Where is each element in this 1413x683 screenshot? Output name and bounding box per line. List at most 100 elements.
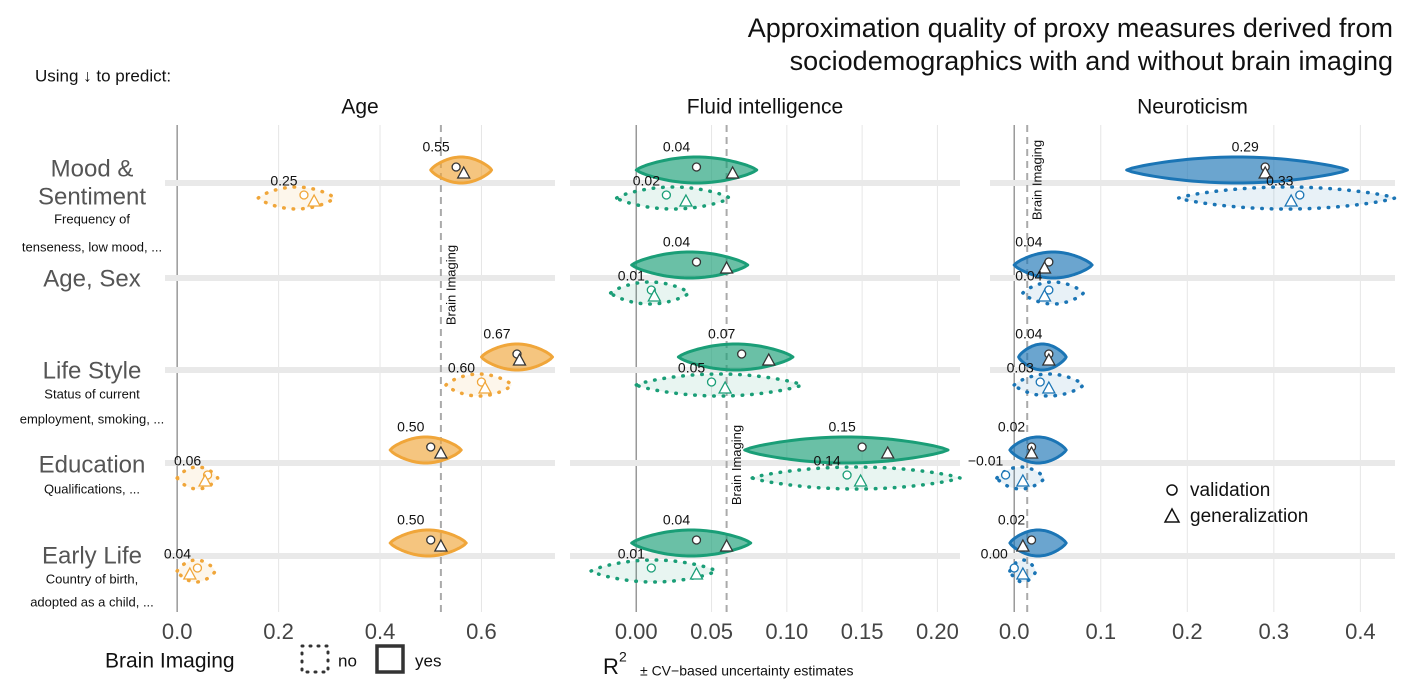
validation-point	[451, 162, 461, 172]
row-band	[165, 180, 555, 186]
x-tick-label: 0.05	[690, 619, 733, 644]
x-tick-label: 0.4	[365, 619, 396, 644]
x-tick-label: 0.0	[999, 619, 1030, 644]
row-label: Early Life	[42, 542, 142, 569]
data-label: 0.04	[1015, 326, 1042, 342]
data-label: 0.02	[633, 173, 660, 189]
x-tick-label: 0.15	[841, 619, 884, 644]
row-band	[990, 180, 1395, 186]
violin	[256, 185, 337, 211]
generalization-point	[880, 445, 895, 459]
generalization-point	[1041, 352, 1056, 366]
validation-point	[857, 442, 867, 452]
row-band	[990, 275, 1395, 281]
data-label: 0.01	[618, 546, 645, 562]
reference-label: Brain Imaging	[443, 245, 458, 325]
row-label: Mood &	[51, 155, 134, 182]
x-axis-label: ± CV−based uncertainty estimates	[640, 663, 854, 679]
data-label: 0.14	[813, 453, 840, 469]
subtitle: Using ↓ to predict:	[35, 66, 171, 85]
row-band	[990, 460, 1395, 466]
violin	[750, 465, 962, 491]
reference-label: Brain Imaging	[729, 425, 744, 505]
validation-point	[426, 442, 436, 452]
generalization-point	[761, 352, 776, 366]
legend-circle	[1166, 484, 1178, 496]
legend-title: Brain Imaging	[105, 650, 235, 673]
validation-point	[646, 563, 656, 573]
generalization-point	[1015, 538, 1030, 552]
violin	[429, 155, 494, 185]
generalization-point	[456, 165, 471, 179]
validation-point	[706, 377, 717, 387]
data-label: 0.29	[1232, 139, 1259, 155]
violin	[634, 372, 804, 398]
generalization-point	[689, 566, 704, 580]
generalization-point	[1037, 260, 1052, 274]
data-label: 0.00	[981, 546, 1008, 562]
x-axis-label: R	[603, 654, 619, 679]
data-label: 0.04	[663, 512, 690, 528]
generalization-point	[647, 288, 662, 302]
violin	[1008, 528, 1068, 558]
x-tick-label: 0.00	[615, 619, 658, 644]
row-description: Qualifications, ...	[44, 481, 140, 496]
data-label: 0.02	[998, 419, 1025, 435]
generalization-point	[1024, 445, 1039, 459]
validation-point	[842, 470, 852, 480]
generalization-point	[1041, 380, 1056, 394]
violin	[1125, 155, 1349, 185]
generalization-point	[853, 473, 868, 487]
validation-point	[691, 162, 702, 172]
row-description: employment, smoking, ...	[20, 411, 165, 426]
violin	[1008, 435, 1068, 465]
data-label: 0.67	[483, 326, 510, 342]
data-label: −0.01	[968, 453, 1004, 469]
legend-label: yes	[415, 651, 441, 670]
legend-label: no	[338, 651, 357, 670]
data-label: 0.60	[448, 360, 475, 376]
validation-point	[661, 190, 672, 200]
generalization-point	[1015, 566, 1030, 580]
reference-label: Brain Imaging	[1030, 140, 1045, 220]
violin	[1176, 185, 1397, 211]
validation-point	[1035, 377, 1045, 387]
row-description: adopted as a child, ...	[30, 594, 154, 609]
data-label: 0.05	[678, 360, 705, 376]
data-label: 0.01	[618, 268, 645, 284]
validation-point	[691, 257, 702, 267]
violin	[1012, 250, 1094, 280]
validation-point	[691, 535, 702, 545]
row-band	[570, 180, 960, 186]
panel-title: Neuroticism	[1137, 96, 1248, 119]
generalization-point	[197, 473, 213, 487]
legend-label: generalization	[1190, 506, 1308, 527]
data-label: 0.25	[270, 173, 297, 189]
data-label: 0.50	[397, 419, 424, 435]
row-label: Education	[39, 451, 146, 478]
x-tick-label: 0.0	[162, 619, 193, 644]
data-label: 0.04	[1015, 268, 1042, 284]
data-label: 0.33	[1266, 173, 1293, 189]
generalization-point	[725, 165, 740, 179]
data-label: 0.04	[663, 234, 690, 250]
row-description: Country of birth,	[46, 571, 139, 586]
data-label: 0.04	[164, 546, 191, 562]
validation-point	[1000, 470, 1011, 480]
row-band	[570, 275, 960, 281]
legend-label: validation	[1190, 480, 1270, 501]
data-label: 0.06	[174, 453, 201, 469]
row-band	[165, 367, 555, 373]
data-label: 0.07	[708, 326, 735, 342]
x-tick-label: 0.2	[1172, 619, 1203, 644]
generalization-point	[1258, 165, 1273, 179]
validation-point	[192, 563, 203, 573]
generalization-point	[1015, 473, 1030, 487]
x-tick-label: 0.20	[916, 619, 959, 644]
generalization-point	[1284, 193, 1299, 207]
generalization-point	[182, 566, 197, 580]
validation-point	[1026, 535, 1037, 545]
violin	[743, 435, 950, 465]
generalization-point	[718, 380, 733, 394]
validation-point	[737, 349, 747, 359]
